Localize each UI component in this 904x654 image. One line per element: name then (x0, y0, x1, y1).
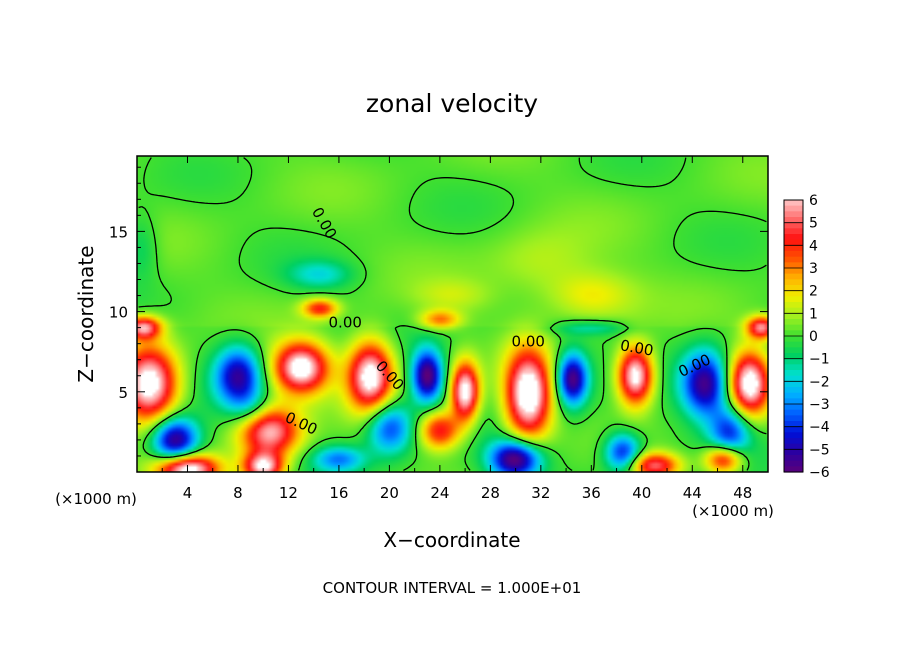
colorbar-swatch (784, 449, 803, 456)
x-tick-label: 24 (430, 484, 449, 502)
x-tick-label: 32 (531, 484, 550, 502)
colorbar-tick-label: −4 (809, 420, 830, 436)
colorbar-swatch (784, 387, 803, 394)
x-tick-label: 12 (279, 484, 298, 502)
colorbar-swatch (784, 205, 803, 212)
colorbar-tick-label: 1 (809, 306, 818, 322)
x-tick-label: 16 (329, 484, 348, 502)
x-tick-label: 36 (582, 484, 601, 502)
colorbar-tick-label: −3 (809, 397, 830, 413)
x-axis-label: X−coordinate (383, 528, 520, 552)
x-tick-label: 28 (481, 484, 500, 502)
colorbar-swatch (784, 245, 803, 252)
colorbar-swatch (784, 217, 803, 224)
x-tick-label: 48 (733, 484, 752, 502)
colorbar-swatch (784, 370, 803, 377)
colorbar-tick-label: 5 (809, 216, 818, 232)
colorbar-swatch (784, 404, 803, 411)
x-tick-label: 40 (632, 484, 651, 502)
colorbar-swatch (784, 234, 803, 241)
colorbar-swatch (784, 324, 803, 331)
colorbar-swatch (784, 466, 803, 473)
colorbar-swatch (784, 239, 803, 246)
colorbar-swatch (784, 364, 803, 371)
colorbar-swatch (784, 256, 803, 263)
colorbar-swatch (784, 336, 803, 343)
zero-contour-lines (138, 157, 767, 471)
colorbar-tick-label: −5 (809, 442, 830, 458)
x-unit-right: (×1000 m) (692, 502, 774, 520)
colorbar-swatch (784, 347, 803, 354)
x-tick-label: 8 (233, 484, 243, 502)
y-tick-label: 15 (109, 223, 128, 241)
contour-interval-note: CONTOUR INTERVAL = 1.000E+01 (323, 579, 582, 597)
colorbar-swatch (784, 279, 803, 286)
zero-contour-path (138, 157, 767, 471)
colorbar-tick-label: −1 (809, 352, 830, 368)
plot-frame (136, 155, 769, 473)
colorbar-tick-label: 2 (809, 284, 818, 300)
chart-title: zonal velocity (366, 89, 538, 118)
x-tick-label: 44 (683, 484, 702, 502)
x-tick-label: 20 (380, 484, 399, 502)
contour-label: 0.00 (619, 336, 655, 360)
colorbar-swatch (784, 398, 803, 405)
colorbar-swatch (784, 262, 803, 269)
colorbar-swatch (784, 313, 803, 320)
contour-label: 0.00 (329, 313, 362, 331)
colorbar-swatch (784, 409, 803, 416)
colorbar-swatch (784, 426, 803, 433)
colorbar-swatch (784, 353, 803, 360)
x-tick-label: 4 (183, 484, 193, 502)
colorbar-swatch (784, 330, 803, 337)
colorbar-swatch (784, 222, 803, 229)
colorbar-swatch (784, 381, 803, 388)
colorbar-swatch (784, 375, 803, 382)
colorbar-swatch (784, 273, 803, 280)
colorbar-swatch (784, 200, 803, 207)
colorbar-swatch (784, 455, 803, 462)
y-axis-label: Z−coordinate (74, 245, 98, 382)
y-axis-ticks: 5 10 15 (109, 166, 768, 457)
x-axis-ticks: 4 8 12 16 20 24 28 32 36 40 44 48 (161, 156, 752, 502)
colorbar-tick-label: 3 (809, 261, 818, 277)
contour-plot-area: 0.000.000.000.00 0.000.000.00 (136, 155, 769, 473)
colorbar-swatch (784, 460, 803, 467)
contour-label: 0.00 (512, 333, 545, 351)
colorbar-swatch (784, 268, 803, 275)
colorbar-swatch (784, 358, 803, 365)
colorbar-swatch (784, 341, 803, 348)
colorbar-swatch (784, 443, 803, 450)
colorbar-swatch (784, 319, 803, 326)
colorbar-swatch (784, 438, 803, 445)
colorbar-swatch (784, 296, 803, 303)
colorbar-swatch (784, 302, 803, 309)
velocity-heatmap (137, 156, 768, 472)
colorbar-swatch (784, 421, 803, 428)
y-tick-label: 10 (109, 304, 128, 322)
colorbar-swatch (784, 392, 803, 399)
colorbar-swatch (784, 228, 803, 235)
colorbar-swatch (784, 285, 803, 292)
colorbar-swatch (784, 251, 803, 258)
colorbar-swatch (784, 290, 803, 297)
colorbar-tick-label: −2 (809, 374, 830, 390)
colorbar-tick-label: 0 (809, 329, 818, 345)
x-unit-left: (×1000 m) (55, 490, 137, 508)
colorbar-tick-label: 4 (809, 238, 818, 254)
colorbar-swatch (784, 415, 803, 422)
colorbar-tick-label: −6 (809, 465, 830, 481)
colorbar-swatch (784, 432, 803, 439)
colorbar: 6 5 4 3 2 1 0 −1 −2 −3 −4 −5 −6 (783, 193, 830, 481)
colorbar-swatch (784, 307, 803, 314)
colorbar-swatch (784, 211, 803, 218)
y-tick-label: 5 (118, 384, 128, 402)
colorbar-tick-label: 6 (809, 193, 818, 209)
